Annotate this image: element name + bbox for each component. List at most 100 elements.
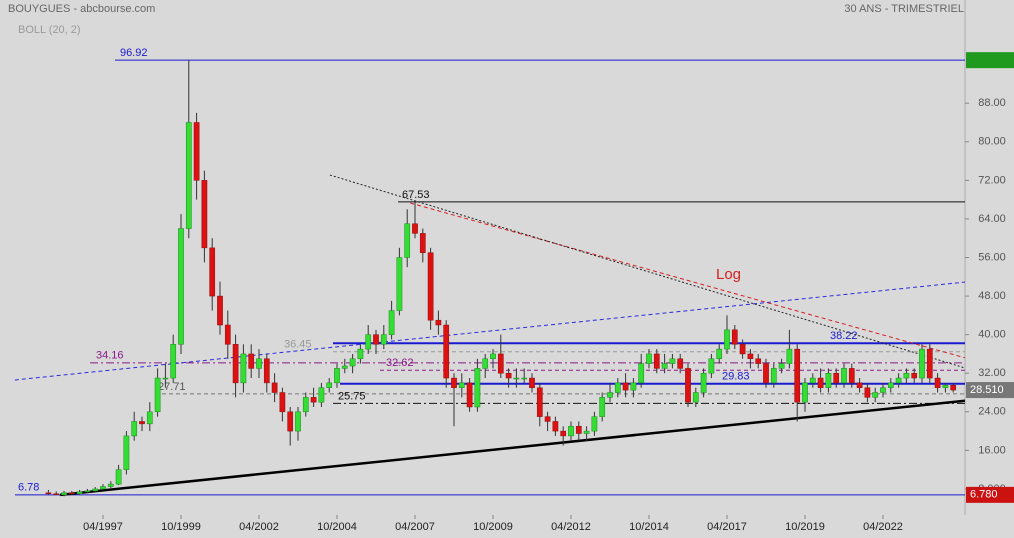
candle-body	[950, 385, 957, 391]
candle-body	[505, 372, 512, 379]
annotation: Log	[716, 266, 741, 283]
candle-body	[700, 372, 707, 393]
candle-body	[170, 344, 177, 379]
candle-body	[599, 397, 606, 417]
trendline	[14, 281, 965, 381]
candle-body	[474, 368, 481, 408]
x-tick-label: 04/2022	[863, 521, 903, 533]
candle-body	[731, 329, 738, 345]
x-tick-label: 04/2007	[395, 521, 435, 533]
chart-subtitle: 30 ANS - TRIMESTRIEL	[844, 3, 964, 15]
level-label: 67.53	[402, 189, 430, 201]
candle-body	[880, 387, 886, 393]
candle-body	[802, 382, 808, 403]
candle-body	[872, 392, 879, 398]
candle-body	[154, 377, 161, 413]
trendline	[329, 174, 966, 369]
candle-body	[536, 387, 543, 417]
candle-body	[357, 348, 364, 360]
candle-body	[653, 353, 660, 369]
x-tick-label: 10/2019	[785, 521, 825, 533]
candle-body	[778, 363, 785, 369]
candle-body	[107, 483, 114, 487]
candle-body	[326, 382, 333, 388]
candle-body	[817, 377, 824, 388]
candle-body	[84, 490, 91, 493]
candle-body	[271, 382, 278, 393]
candle-body	[334, 368, 340, 384]
candle-body	[185, 122, 192, 229]
candle-body	[669, 358, 676, 364]
candle-body	[887, 382, 894, 388]
candle-body	[591, 416, 598, 432]
price-label: 28.510	[970, 384, 1004, 396]
price-box	[966, 382, 1014, 399]
candle-body	[341, 365, 348, 369]
y-tick-label: 48.00	[978, 290, 1006, 302]
candle-body	[412, 223, 418, 234]
chart-title: BOUYGUES - abcbourse.com	[8, 3, 155, 15]
candle-body	[365, 334, 372, 350]
candle-body	[162, 377, 169, 380]
candle-body	[263, 358, 270, 384]
candle-body	[661, 363, 668, 369]
candle-body	[942, 385, 949, 388]
y-tick-label: 40.00	[978, 329, 1006, 341]
candle-body	[396, 257, 403, 311]
y-tick-label: 72.00	[978, 174, 1006, 186]
candle-body	[521, 377, 528, 380]
candle-body	[622, 382, 629, 391]
candle-body	[380, 334, 387, 345]
candle-body	[458, 382, 465, 388]
trendline	[59, 399, 966, 497]
x-tick-label: 10/2014	[629, 521, 669, 533]
trendline	[410, 202, 966, 359]
level-label: 96.92	[120, 47, 148, 59]
candle-body	[583, 430, 590, 434]
candle-body	[302, 397, 309, 413]
candle-body	[919, 348, 925, 379]
candle-body	[224, 324, 231, 345]
candle-body	[100, 486, 106, 490]
candle-body	[630, 382, 637, 391]
candle-body	[232, 344, 239, 384]
level-label: 36.45	[284, 339, 312, 351]
candle-body	[497, 353, 504, 374]
candle-body	[466, 382, 473, 408]
level-label: 6.78	[18, 482, 39, 494]
candle-body	[279, 392, 286, 413]
candle-body	[755, 358, 762, 364]
candle-body	[435, 319, 442, 326]
candle-body	[552, 421, 559, 432]
candle-body	[373, 334, 379, 345]
level-label: 38.22	[830, 330, 858, 342]
candle-body	[443, 324, 450, 379]
level-label: 34.16	[96, 350, 124, 362]
candle-body	[201, 180, 208, 249]
candle-body	[607, 392, 613, 398]
candle-body	[146, 411, 153, 425]
candle-body	[560, 430, 567, 437]
candle-body	[240, 353, 247, 384]
x-tick-label: 10/1999	[161, 521, 201, 533]
y-tick-label: 16.00	[978, 444, 1006, 456]
candle-body	[451, 377, 457, 388]
candle-body	[895, 377, 902, 384]
y-tick-label: 32.00	[978, 367, 1006, 379]
candle-body	[419, 233, 426, 253]
candle-body	[318, 387, 325, 403]
y-tick-label: 56.00	[978, 251, 1006, 263]
candle-body	[747, 353, 754, 360]
x-tick-label: 10/2009	[473, 521, 513, 533]
candle-body	[209, 247, 216, 297]
price-box	[966, 52, 1014, 69]
candle-body	[256, 358, 262, 369]
candle-body	[131, 421, 138, 437]
y-tick-label: 80.00	[978, 136, 1006, 148]
candle-body	[848, 368, 855, 384]
y-tick-label: 64.00	[978, 213, 1006, 225]
candle-body	[841, 368, 847, 384]
candle-body	[614, 382, 621, 393]
